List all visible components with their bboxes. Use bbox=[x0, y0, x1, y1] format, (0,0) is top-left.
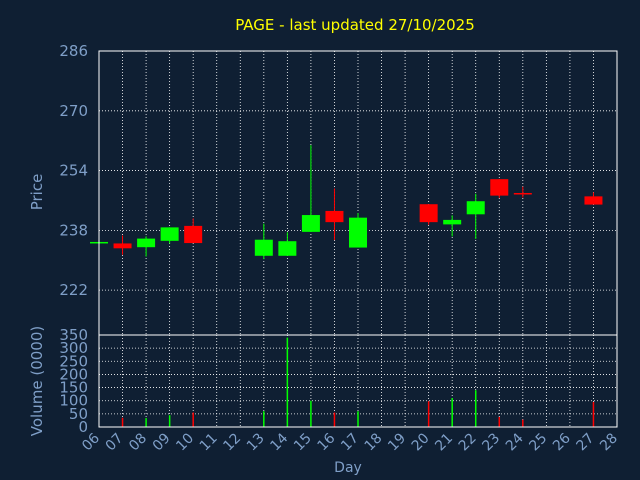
candle-body bbox=[325, 210, 344, 223]
candle-body bbox=[113, 243, 132, 249]
x-tick-labels: 06 07 08 09 10 11 12 13 14 15 16 17 18 19 20 21 22 23 24 25… bbox=[79, 430, 621, 454]
volume-bars bbox=[121, 337, 595, 427]
candle-body bbox=[160, 227, 179, 241]
chart-title: PAGE - last updated 27/10/2025 bbox=[235, 16, 475, 34]
price-y-tick-label: 238 bbox=[59, 221, 88, 239]
volume-y-tick-label: 300 bbox=[59, 339, 88, 357]
candle-body bbox=[443, 219, 462, 225]
price-candles bbox=[90, 145, 603, 260]
volume-bar bbox=[145, 418, 147, 427]
candle-body bbox=[278, 241, 297, 256]
candle-body bbox=[490, 179, 509, 196]
candle-body bbox=[254, 239, 273, 256]
volume-bar bbox=[592, 402, 595, 427]
volume-panel-frame bbox=[98, 334, 618, 428]
volume-bar bbox=[310, 400, 312, 427]
volume-y-tick-label: 200 bbox=[59, 365, 88, 383]
candle-body bbox=[513, 193, 532, 195]
volume-bar bbox=[263, 411, 265, 427]
volume-bar bbox=[286, 337, 289, 427]
price-y-tick-labels: 222 238 254 270 286 bbox=[59, 42, 88, 299]
volume-bar bbox=[474, 390, 477, 427]
price-y-tick-label: 270 bbox=[59, 102, 88, 120]
candle-body bbox=[301, 215, 320, 232]
volume-axis-label: Volume (0000) bbox=[28, 326, 46, 436]
candle-body bbox=[137, 238, 156, 248]
volume-bar bbox=[427, 401, 430, 427]
volume-y-tick-label: 100 bbox=[59, 392, 88, 410]
volume-bar bbox=[498, 417, 501, 427]
candle-body bbox=[419, 204, 438, 223]
volume-y-tick-label: 350 bbox=[59, 326, 88, 344]
price-y-tick-label: 254 bbox=[59, 162, 88, 180]
price-y-tick-label: 286 bbox=[59, 42, 88, 60]
volume-y-tick-label: 50 bbox=[69, 405, 88, 423]
volume-y-tick-label: 250 bbox=[59, 352, 88, 370]
price-axis-label: Price bbox=[28, 174, 46, 211]
volume-bar bbox=[357, 411, 359, 427]
volume-bar bbox=[451, 398, 453, 427]
candle-body bbox=[349, 217, 367, 248]
x-axis-label: Day bbox=[334, 460, 362, 476]
volume-bar bbox=[522, 419, 524, 427]
volume-bar bbox=[121, 417, 124, 427]
volume-y-tick-label: 0 bbox=[78, 418, 88, 436]
volume-bar bbox=[333, 412, 336, 427]
volume-bar bbox=[192, 412, 194, 427]
volume-bar bbox=[168, 415, 171, 427]
volume-y-tick-label: 150 bbox=[59, 379, 88, 397]
candle-body bbox=[466, 201, 485, 215]
price-y-tick-label: 222 bbox=[59, 281, 88, 299]
candle-body bbox=[584, 196, 603, 205]
candle-body bbox=[184, 225, 203, 244]
